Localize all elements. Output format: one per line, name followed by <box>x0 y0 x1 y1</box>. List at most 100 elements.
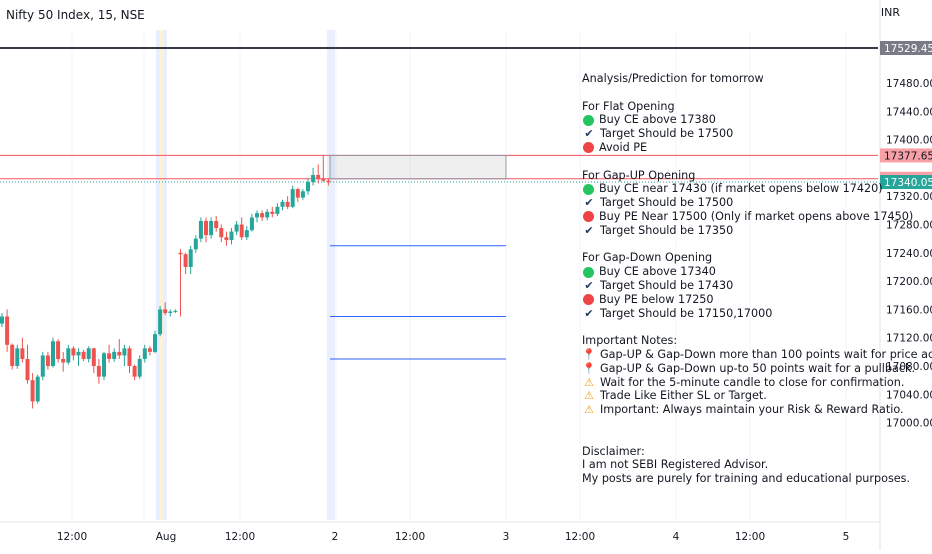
disclaimer-heading: Disclaimer: <box>582 444 645 458</box>
price-tick-label: 17160.00 <box>886 304 932 316</box>
candle-body <box>234 224 239 232</box>
price-label-text: 17340.05 <box>884 177 932 189</box>
note-line: Target Should be 17500 <box>600 196 734 210</box>
important-heading: Important Notes: <box>582 334 678 348</box>
note-line: Trade Like Either SL or Target. <box>600 389 767 403</box>
price-label-text: 17529.45 <box>884 43 932 55</box>
gapdown-heading: For Gap-Down Opening <box>582 251 713 265</box>
price-label-tag <box>880 175 932 190</box>
candle-body <box>285 201 290 207</box>
candle-body <box>229 231 234 241</box>
candle-body <box>81 351 86 359</box>
warning-icon: ⚠ <box>584 375 594 389</box>
time-tick-label: 12:00 <box>565 531 595 543</box>
red-circle-icon <box>583 294 594 306</box>
candle-body <box>239 224 244 238</box>
candle-body <box>0 316 4 324</box>
candle-body <box>142 348 147 359</box>
price-tick-label: 17120.00 <box>886 333 932 345</box>
candle-body <box>25 358 30 381</box>
candle-body <box>15 348 20 367</box>
time-tick-label: Aug <box>156 531 177 543</box>
note-line: Target Should be 17500 <box>600 127 734 141</box>
candle-body <box>280 201 285 207</box>
note-line: I am not SEBI Registered Advisor. <box>582 458 769 472</box>
candle-body <box>178 252 183 255</box>
candle-body <box>204 220 208 236</box>
candle-body <box>295 189 300 198</box>
candle-body <box>219 228 224 238</box>
candle-body <box>249 217 254 231</box>
check-mark-icon: ✔ <box>584 196 594 210</box>
candle-body <box>153 334 157 352</box>
candle-body <box>30 380 35 402</box>
candle-body <box>188 249 193 267</box>
check-mark-icon: ✔ <box>584 278 594 292</box>
price-tick-label: 17240.00 <box>886 248 932 260</box>
candle-body <box>66 348 71 363</box>
candle-body <box>224 237 229 241</box>
candle-body <box>158 309 163 335</box>
note-line: Buy CE above 17380 <box>599 113 716 127</box>
candle-body <box>61 358 66 363</box>
zone-rectangle <box>329 154 507 180</box>
note-line: Avoid PE <box>599 140 648 154</box>
time-tick-label: 12:00 <box>735 531 765 543</box>
note-line: Target Should be 17350 <box>600 223 734 237</box>
candle-body <box>290 189 295 207</box>
candle-body <box>311 174 316 183</box>
check-mark-icon: ✔ <box>584 127 594 141</box>
note-line: Gap-UP & Gap-Down more than 100 points w… <box>600 347 932 361</box>
price-tick-label: 17440.00 <box>886 106 932 118</box>
candle-body <box>193 238 198 250</box>
candle-body <box>35 376 40 402</box>
candle-body <box>137 358 142 377</box>
warning-icon: ⚠ <box>584 389 594 403</box>
note-line: Buy CE near 17430 (if market opens below… <box>599 182 883 196</box>
note-line: Important: Always maintain your Risk & R… <box>600 403 904 417</box>
candle-body <box>147 348 152 352</box>
note-line: Target Should be 17150,17000 <box>600 306 773 320</box>
note-line: Buy CE above 17340 <box>599 265 716 279</box>
green-circle-icon <box>583 266 594 278</box>
candle-body <box>91 348 96 367</box>
price-axis <box>880 0 932 550</box>
candle-body <box>300 191 305 198</box>
price-tick-label: 17320.00 <box>886 191 932 203</box>
gapup-heading: For Gap-UP Opening <box>582 168 696 182</box>
green-circle-icon <box>583 183 594 195</box>
candle-body <box>5 316 10 345</box>
candle-body <box>86 348 91 359</box>
candle-body <box>20 348 25 359</box>
candle-body <box>117 351 122 356</box>
candle-body <box>265 211 270 218</box>
time-tick-label: 12:00 <box>395 531 425 543</box>
candle-body <box>102 353 106 377</box>
price-tick-label: 17280.00 <box>886 220 932 232</box>
candle-body <box>244 230 249 238</box>
candle-body <box>163 309 168 313</box>
price-label-text: 17377.65 <box>884 150 932 162</box>
note-line: Buy PE below 17250 <box>599 292 714 306</box>
candle-body <box>209 220 214 236</box>
time-tick-label: 3 <box>503 531 510 543</box>
price-tick-label: 17040.00 <box>886 389 932 401</box>
candle-body <box>51 341 55 367</box>
session-band <box>160 30 163 520</box>
price-tick-label: 17400.00 <box>886 135 932 147</box>
red-circle-icon <box>583 211 594 223</box>
check-mark-icon: ✔ <box>584 223 594 237</box>
notes-title: Analysis/Prediction for tomorrow <box>582 72 764 85</box>
currency-label: INR <box>880 6 900 19</box>
session-band <box>327 30 335 520</box>
green-circle-icon <box>583 114 594 126</box>
candle-body <box>45 355 50 367</box>
candle-body <box>107 353 112 359</box>
note-line: Buy PE Near 17500 (Only if market opens … <box>599 209 914 223</box>
candle-body <box>76 351 81 356</box>
price-label-tag <box>880 41 932 55</box>
candle-body <box>168 311 173 313</box>
time-tick-label: 4 <box>673 531 680 543</box>
